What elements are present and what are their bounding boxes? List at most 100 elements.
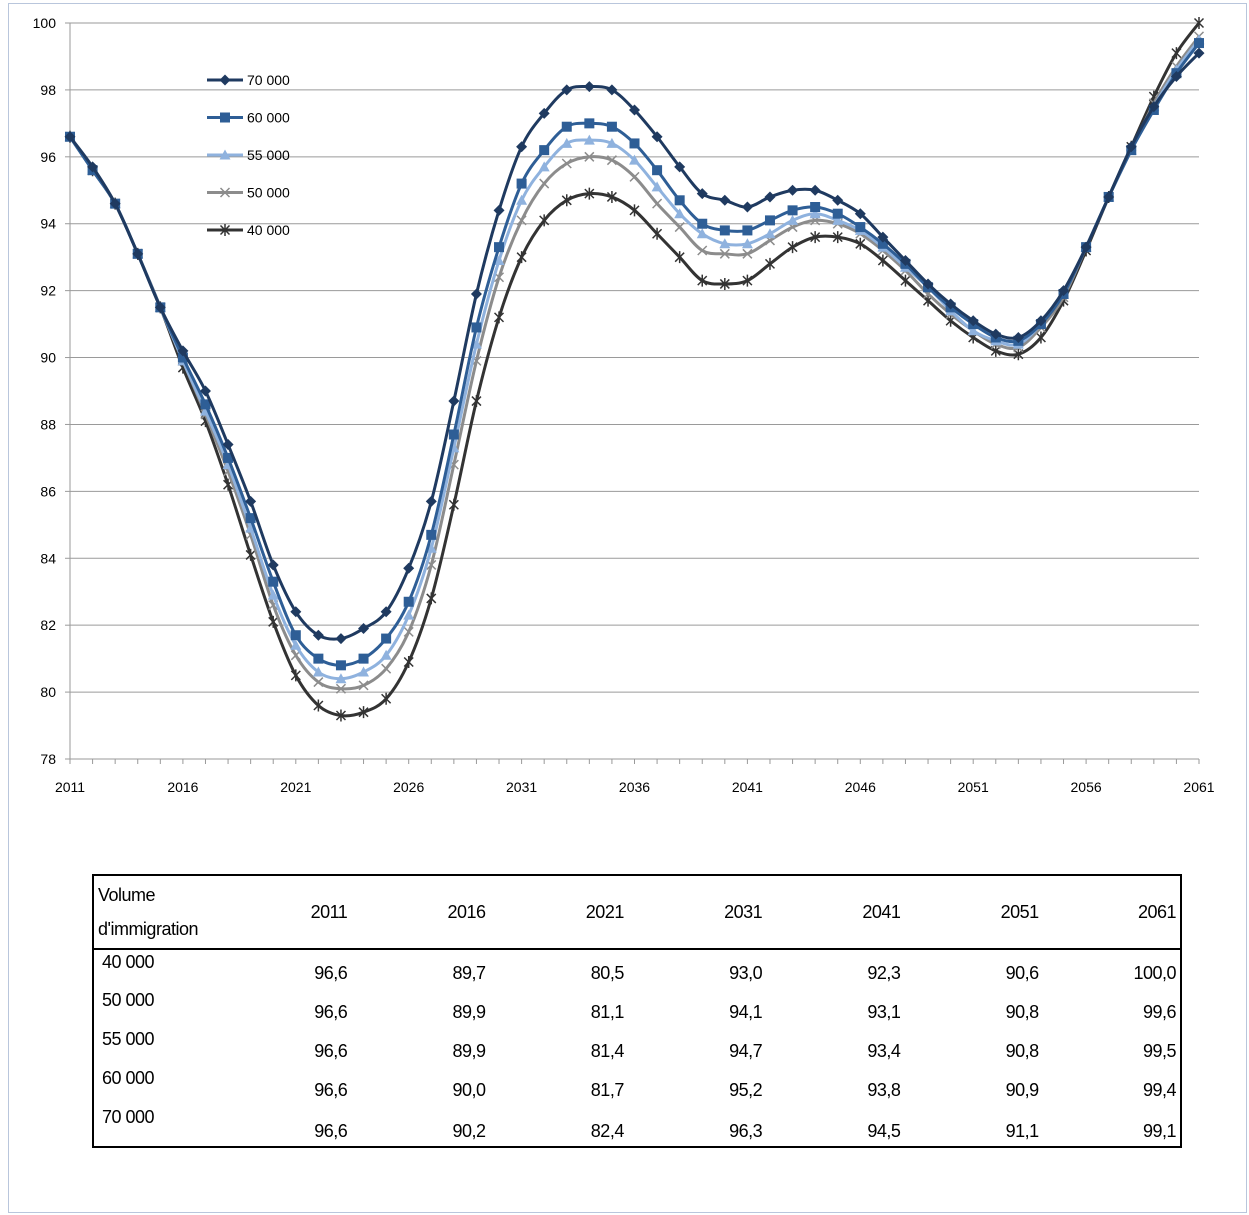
data-point bbox=[697, 245, 708, 256]
row-label: 70 000 bbox=[102, 1107, 155, 1127]
data-point bbox=[219, 74, 231, 86]
data-point bbox=[854, 208, 866, 220]
data-point bbox=[245, 513, 256, 524]
data-point bbox=[945, 298, 957, 310]
data-point bbox=[832, 231, 843, 244]
table-cell: 89,7 bbox=[452, 963, 487, 983]
data-point bbox=[787, 205, 798, 216]
column-header: 2061 bbox=[1042, 875, 1181, 950]
table-header-label: Volume d'immigration bbox=[93, 875, 213, 950]
table-cell: 96,6 bbox=[314, 1002, 348, 1022]
table-body: 40 000 96,6 89,7 80,5 93,0 92,3 90,6 100,0 50 00… bbox=[93, 949, 1181, 1147]
legend-entry: 50 000 bbox=[207, 185, 290, 201]
table-cell: 90,0 bbox=[452, 1080, 487, 1100]
table-cell: 89,9 bbox=[452, 1002, 487, 1022]
header-line-1: Volume bbox=[98, 885, 156, 905]
data-point bbox=[855, 237, 866, 250]
data-point bbox=[403, 562, 415, 574]
data-point bbox=[719, 248, 730, 259]
series-line bbox=[68, 35, 1201, 691]
data-point bbox=[651, 181, 663, 192]
data-point bbox=[967, 325, 979, 336]
data-point bbox=[606, 121, 617, 132]
table-cell: 81,1 bbox=[590, 1002, 625, 1022]
x-tick-label: 2021 bbox=[280, 779, 311, 795]
data-point bbox=[741, 238, 753, 249]
legend-label: 55 000 bbox=[247, 147, 290, 163]
data-point bbox=[426, 529, 437, 540]
data-point bbox=[561, 137, 573, 148]
y-tick-label: 84 bbox=[40, 550, 56, 566]
series-40000 bbox=[64, 17, 1205, 722]
table-cell: 80,5 bbox=[590, 963, 625, 983]
table-row: 55 000 96,6 89,9 81,4 94,7 93,4 90,8 99,5 bbox=[93, 1027, 1181, 1066]
x-tick-label: 2016 bbox=[167, 779, 198, 795]
data-point bbox=[629, 154, 640, 165]
series-line bbox=[68, 52, 1201, 641]
data-point bbox=[538, 107, 550, 119]
legend-label: 70 000 bbox=[247, 72, 290, 88]
data-point bbox=[313, 677, 324, 688]
data-point bbox=[267, 559, 279, 571]
data-point bbox=[425, 542, 437, 553]
legend-label: 50 000 bbox=[247, 185, 290, 201]
data-point bbox=[990, 328, 1002, 340]
column-header: 2016 bbox=[351, 875, 490, 950]
data-point bbox=[674, 251, 685, 264]
data-point bbox=[629, 171, 640, 182]
data-point bbox=[268, 576, 279, 587]
data-point bbox=[200, 399, 211, 410]
data-point bbox=[584, 187, 595, 200]
data-point bbox=[832, 208, 843, 219]
table-row: 50 000 96,6 89,9 81,1 94,1 93,1 90,8 99,6 bbox=[93, 988, 1181, 1027]
table-cell: 93,8 bbox=[867, 1080, 901, 1100]
data-point bbox=[1035, 315, 1047, 327]
data-point bbox=[493, 255, 505, 266]
y-tick-label: 82 bbox=[40, 617, 56, 633]
series-50000 bbox=[64, 31, 1205, 694]
data-point bbox=[471, 395, 482, 408]
data-point bbox=[223, 452, 234, 463]
data-point bbox=[516, 141, 528, 153]
y-tick-label: 86 bbox=[40, 483, 56, 499]
header-line-2: d'immigration bbox=[98, 919, 198, 939]
y-tick-label: 88 bbox=[40, 416, 56, 432]
y-tick-label: 78 bbox=[40, 751, 56, 767]
data-point bbox=[652, 227, 663, 240]
table-cell: 99,1 bbox=[1142, 1121, 1177, 1141]
data-point bbox=[219, 187, 231, 198]
data-point bbox=[742, 225, 753, 236]
table-row: 70 000 96,6 90,2 82,4 96,3 94,5 91,1 99,1 bbox=[93, 1105, 1181, 1147]
data-point bbox=[177, 345, 189, 357]
data-point bbox=[742, 248, 753, 259]
table-cell: 95,2 bbox=[729, 1080, 763, 1100]
data-point bbox=[290, 630, 301, 641]
table-cell: 81,4 bbox=[590, 1041, 625, 1061]
data-point bbox=[696, 228, 708, 239]
series-group bbox=[64, 17, 1205, 722]
data-point bbox=[335, 683, 346, 694]
data-point bbox=[245, 495, 257, 507]
data-point bbox=[425, 495, 437, 507]
column-header: 2011 bbox=[213, 875, 352, 950]
data-point bbox=[87, 161, 99, 173]
legend-entry: 55 000 bbox=[207, 147, 290, 163]
data-point bbox=[764, 191, 776, 203]
data-point bbox=[448, 429, 459, 440]
data-point bbox=[109, 198, 121, 210]
data-point bbox=[539, 214, 550, 227]
data-point bbox=[380, 606, 392, 618]
data-point bbox=[1193, 47, 1205, 59]
data-point bbox=[583, 134, 595, 145]
table-cell: 82,4 bbox=[590, 1121, 625, 1141]
data-point bbox=[470, 288, 482, 300]
series-line bbox=[68, 22, 1201, 718]
data-point bbox=[267, 589, 279, 600]
table-cell: 92,3 bbox=[867, 963, 901, 983]
data-point bbox=[696, 188, 708, 200]
table-cell: 99,4 bbox=[1142, 1080, 1177, 1100]
y-tick-label: 80 bbox=[40, 684, 56, 700]
data-point bbox=[493, 311, 505, 324]
series-70000 bbox=[64, 47, 1205, 645]
table-cell: 100,0 bbox=[1133, 963, 1176, 983]
